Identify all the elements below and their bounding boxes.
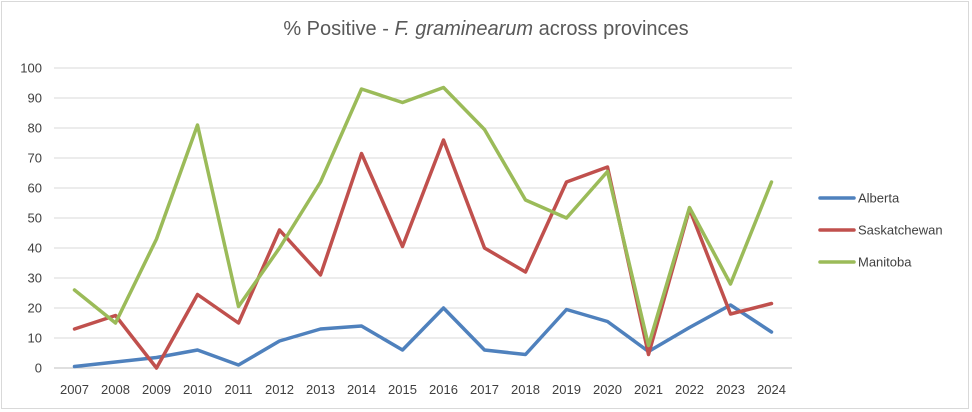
y-tick-label: 50 (28, 211, 42, 226)
y-tick-label: 100 (20, 61, 42, 76)
y-tick-label: 20 (28, 301, 42, 316)
y-tick-label: 90 (28, 91, 42, 106)
legend-label: Manitoba (858, 255, 912, 270)
x-tick-label: 2010 (183, 382, 212, 397)
x-tick-label: 2011 (225, 382, 253, 397)
y-tick-label: 40 (28, 241, 42, 256)
x-tick-label: 2008 (101, 382, 130, 397)
legend-label: Alberta (858, 191, 900, 206)
x-tick-label: 2013 (306, 382, 335, 397)
series-line-alberta (72, 303, 774, 369)
y-tick-label: 0 (35, 361, 42, 376)
x-tick-label: 2018 (511, 382, 540, 397)
x-tick-label: 2007 (60, 382, 89, 397)
x-tick-label: 2023 (716, 382, 745, 397)
y-tick-label: 30 (28, 271, 42, 286)
x-tick-label: 2019 (552, 382, 581, 397)
x-tick-label: 2022 (675, 382, 704, 397)
y-tick-label: 70 (28, 151, 42, 166)
x-tick-label: 2015 (388, 382, 417, 397)
series-line-manitoba (72, 85, 774, 348)
x-tick-label: 2021 (634, 382, 663, 397)
x-tick-label: 2014 (347, 382, 376, 397)
y-tick-label: 10 (28, 331, 42, 346)
x-tick-label: 2012 (265, 382, 294, 397)
x-tick-label: 2024 (757, 382, 786, 397)
x-tick-label: 2017 (470, 382, 499, 397)
legend-label: Saskatchewan (858, 223, 943, 238)
x-tick-label: 2020 (593, 382, 622, 397)
x-tick-label: 2016 (429, 382, 458, 397)
y-tick-label: 60 (28, 181, 42, 196)
series-line-saskatchewan (72, 138, 774, 370)
x-tick-label: 2009 (142, 382, 171, 397)
chart-title: % Positive - F. graminearum across provi… (283, 18, 689, 40)
y-tick-label: 80 (28, 121, 42, 136)
